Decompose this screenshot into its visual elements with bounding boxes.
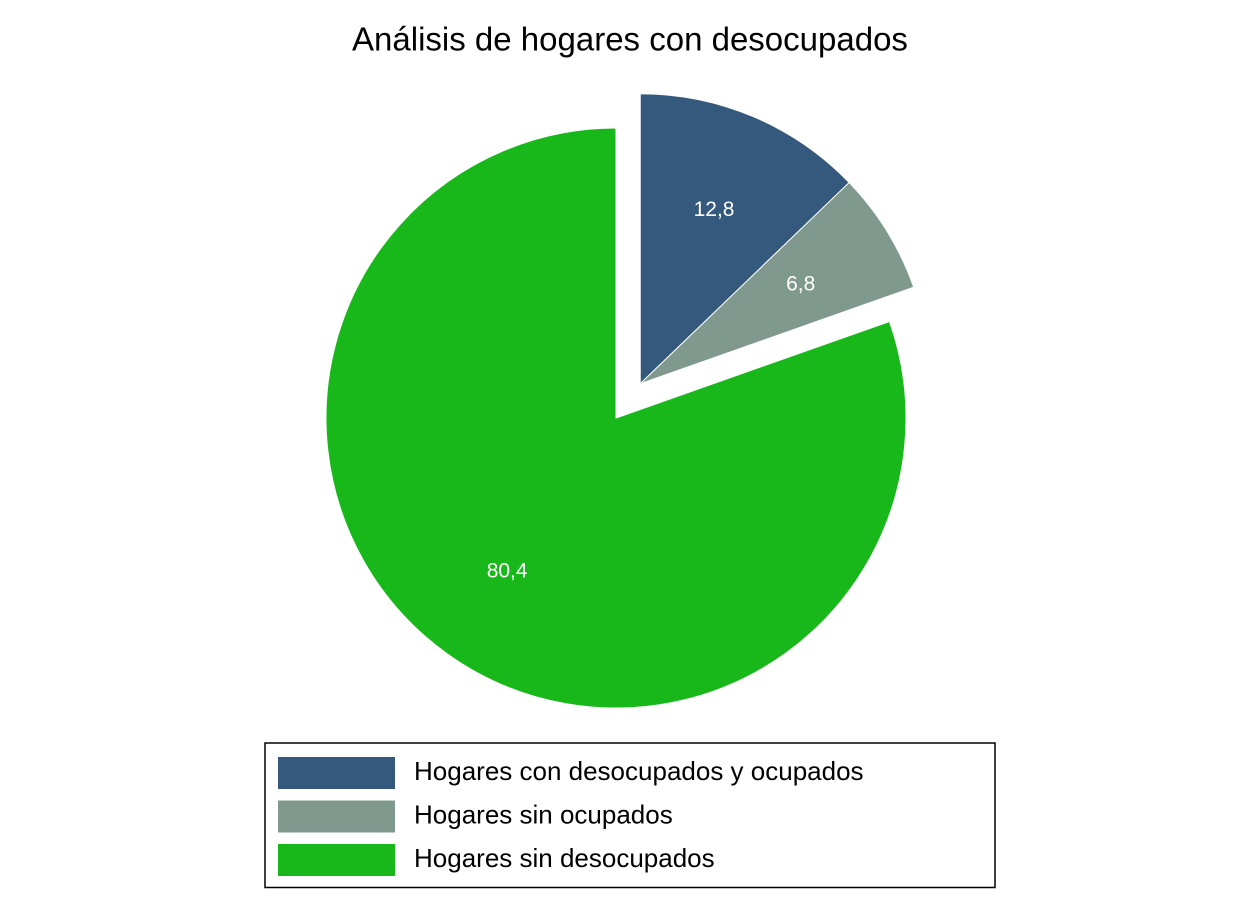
pie-slice <box>639 181 915 385</box>
pie-slice <box>639 93 850 385</box>
pie-slice <box>325 127 907 709</box>
legend-label: Hogares sin ocupados <box>414 799 673 829</box>
data-label: 80,4 <box>487 559 528 582</box>
data-label: 6,8 <box>786 272 815 295</box>
legend-label: Hogares sin desocupados <box>414 843 715 873</box>
chart-title: Análisis de hogares con desocupados <box>352 21 908 58</box>
legend-swatch <box>278 844 395 876</box>
legend-label: Hogares con desocupados y ocupados <box>414 756 864 786</box>
legend-swatch <box>278 757 395 789</box>
legend-swatch <box>278 800 395 833</box>
data-label: 12,8 <box>694 198 735 221</box>
